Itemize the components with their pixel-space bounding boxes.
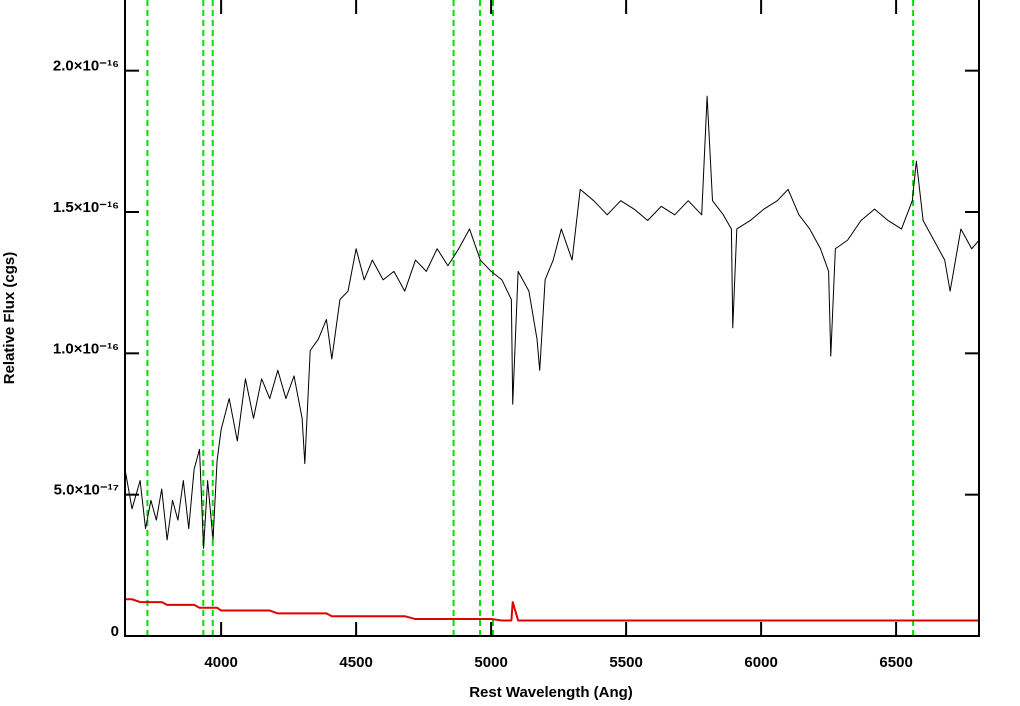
x-tick-label: 4500	[339, 654, 372, 671]
x-tick-label: 5000	[474, 654, 507, 671]
y-tick-label: 2.0×10⁻¹⁶	[53, 58, 119, 75]
x-tick-label: 4000	[204, 654, 237, 671]
x-tick-label: 6000	[744, 654, 777, 671]
spectrum-line	[124, 95, 980, 549]
y-tick-label: 1.0×10⁻¹⁶	[53, 340, 119, 357]
plot-frame	[124, 0, 980, 637]
x-tick-label: 6500	[879, 654, 912, 671]
y-axis-label: Relative Flux (cgs)	[1, 252, 18, 385]
y-tick-label: 0	[111, 623, 119, 640]
y-tick-label: 5.0×10⁻¹⁷	[54, 482, 119, 499]
x-tick-label: 5500	[609, 654, 642, 671]
y-tick-label: 1.5×10⁻¹⁶	[53, 199, 119, 216]
spectrum-line	[125, 598, 979, 622]
x-axis-label: Rest Wavelength (Ang)	[469, 684, 633, 701]
